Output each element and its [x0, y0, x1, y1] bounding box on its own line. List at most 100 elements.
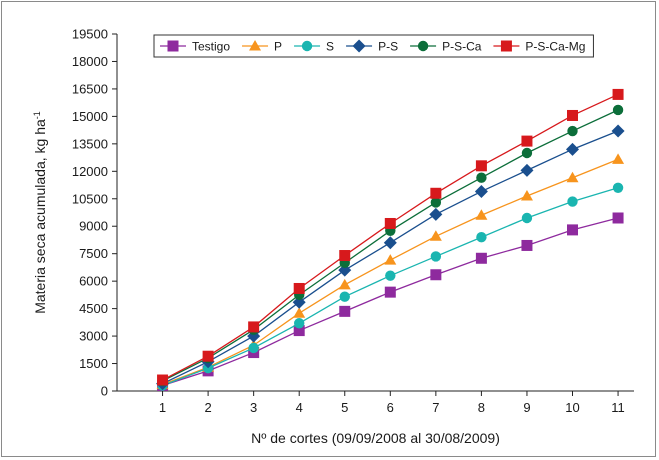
data-point	[384, 217, 396, 229]
data-point	[520, 163, 534, 177]
data-point	[521, 147, 533, 159]
x-axis-title: Nº de cortes (09/09/2008 al 30/08/2009)	[251, 430, 500, 446]
data-point	[567, 196, 578, 207]
y-tick-label: 18000	[72, 54, 108, 69]
data-point	[475, 160, 487, 172]
data-point	[429, 230, 442, 241]
legend-label: S	[326, 40, 334, 54]
data-point	[339, 291, 350, 302]
data-point	[612, 153, 625, 164]
data-point	[293, 307, 306, 318]
legend: Testigo P S P-S P-S-Ca P-S-Ca-Mg	[153, 34, 594, 58]
y-tick-label: 15000	[72, 109, 108, 124]
series-p-s-ca-mg	[157, 88, 624, 386]
data-point	[292, 295, 306, 309]
data-point	[202, 350, 214, 362]
data-point	[567, 224, 579, 236]
y-axis-title-superscript: -1	[32, 111, 42, 119]
legend-marker	[301, 40, 313, 52]
series-layer	[156, 88, 625, 392]
x-tick-label: 9	[523, 400, 530, 415]
y-axis-title-main: Materia seca acumulada, kg ha	[32, 119, 48, 314]
legend-marker	[500, 40, 512, 52]
data-point	[521, 135, 533, 147]
legend-box	[153, 34, 594, 58]
x-tick-label: 8	[478, 400, 485, 415]
data-point	[520, 190, 533, 201]
data-point	[293, 325, 305, 337]
data-point	[430, 269, 442, 281]
data-point	[430, 187, 442, 199]
legend-label: P	[274, 40, 282, 54]
y-tick-label: 16500	[72, 81, 108, 96]
data-point	[474, 184, 488, 198]
data-point	[612, 88, 624, 100]
y-tick-label: 4500	[79, 301, 108, 316]
legend-marker	[352, 39, 366, 53]
x-tick-label: 3	[250, 400, 257, 415]
x-tick-label: 10	[565, 400, 579, 415]
data-point	[612, 212, 624, 224]
legend-label: Testigo	[192, 40, 230, 54]
data-point	[338, 263, 352, 277]
legend-label: P-S-Ca-Mg	[525, 40, 585, 54]
data-point	[294, 318, 305, 329]
y-tick-label: 1500	[79, 356, 108, 371]
data-point	[476, 232, 487, 243]
data-point	[612, 104, 624, 116]
y-axis-title: Materia seca acumulada, kg ha-1	[32, 111, 48, 314]
legend-label: P-S	[378, 40, 398, 54]
x-tick-label: 6	[387, 400, 394, 415]
legend-item: P-S-Ca	[410, 40, 482, 54]
y-tick-label: 12000	[72, 164, 108, 179]
legend-item: P-S	[346, 39, 398, 54]
legend-marker	[249, 40, 262, 51]
x-tick-label: 5	[341, 400, 348, 415]
data-point	[611, 124, 625, 138]
data-point	[430, 197, 442, 208]
y-tick-label: 13500	[72, 136, 108, 151]
legend-marker	[167, 40, 179, 52]
axes	[116, 34, 634, 392]
y-tick-label: 0	[101, 384, 108, 399]
data-point	[384, 254, 397, 265]
data-point	[385, 270, 396, 281]
data-point	[157, 374, 169, 386]
data-point	[476, 172, 487, 183]
data-point	[430, 251, 442, 262]
legend-marker	[417, 40, 429, 52]
data-point	[521, 239, 533, 251]
data-point	[383, 236, 397, 250]
data-point	[248, 321, 260, 333]
data-point	[293, 282, 305, 294]
data-point	[612, 182, 624, 193]
x-axis-ticks: 1 2 3 4 5 6 7 8 9 10 11	[159, 391, 625, 415]
y-tick-label: 6000	[79, 274, 108, 289]
data-point	[566, 171, 579, 183]
data-point	[567, 109, 579, 121]
legend-item: S	[294, 40, 334, 54]
data-point	[338, 278, 351, 290]
y-tick-label: 3000	[79, 329, 108, 344]
legend-item: P-S-Ca-Mg	[493, 40, 585, 54]
data-point	[248, 342, 259, 354]
data-point	[339, 250, 351, 262]
data-point	[339, 305, 351, 317]
y-axis-ticks: 0 1500 3000 4500 6000 7500 9000 10500 12000 13500…	[72, 27, 117, 399]
data-point	[566, 142, 580, 156]
y-tick-label: 19500	[72, 27, 108, 42]
data-point	[429, 207, 443, 221]
legend-label: P-S-Ca	[442, 40, 482, 54]
data-point	[475, 252, 487, 264]
y-tick-label: 9000	[79, 219, 108, 234]
y-tick-label: 7500	[79, 246, 108, 261]
y-tick-label: 10500	[72, 191, 108, 206]
data-point	[567, 125, 578, 137]
legend-item: P	[242, 40, 282, 54]
x-tick-label: 7	[432, 400, 439, 415]
data-point	[521, 212, 533, 224]
x-tick-label: 1	[159, 400, 166, 415]
x-tick-label: 4	[296, 400, 303, 415]
